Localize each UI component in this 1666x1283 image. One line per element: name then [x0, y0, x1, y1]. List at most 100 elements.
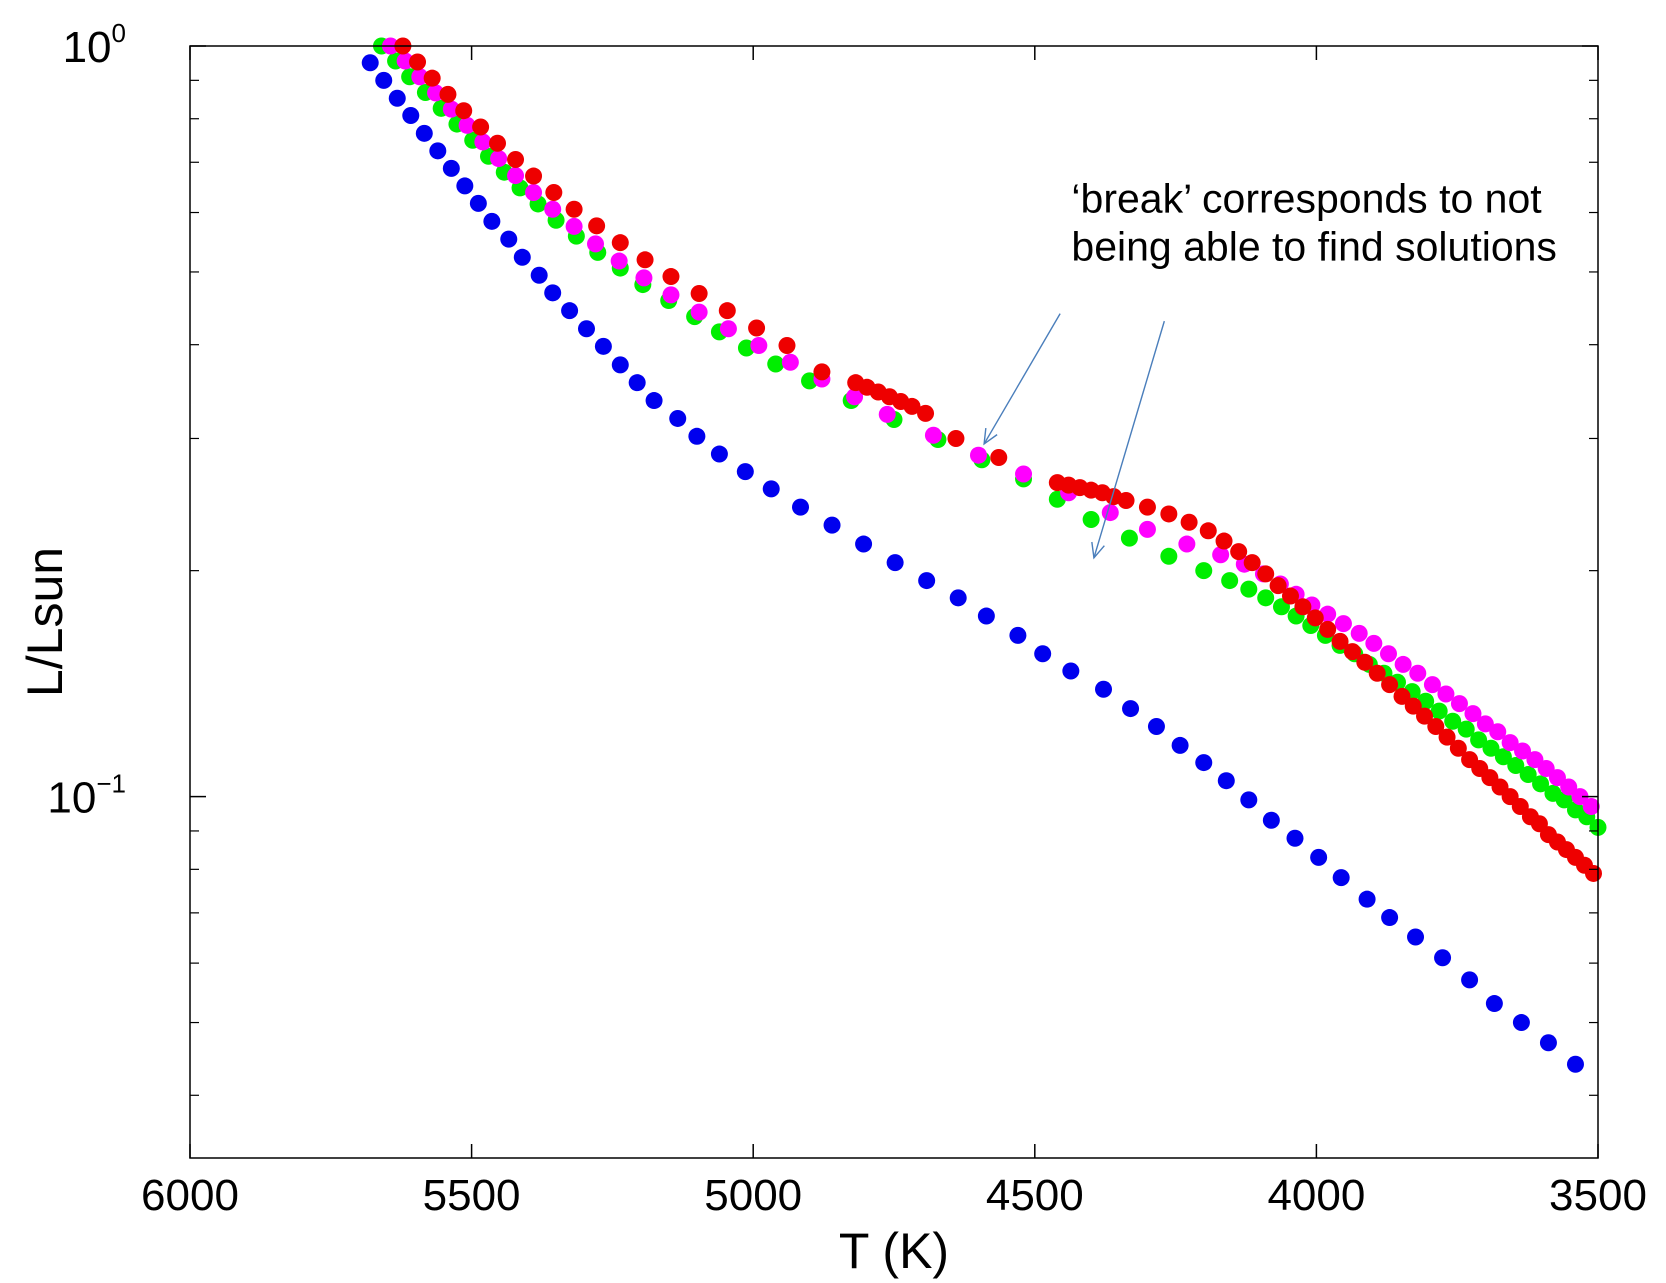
- data-point: [1393, 687, 1411, 705]
- annotation-line: being able to find solutions: [1071, 224, 1557, 270]
- data-point: [561, 302, 579, 320]
- data-point: [545, 184, 563, 202]
- data-point: [719, 320, 737, 338]
- data-point: [1062, 662, 1080, 680]
- data-point: [1404, 697, 1422, 715]
- data-point: [969, 446, 987, 464]
- data-point: [361, 54, 379, 72]
- data-point: [469, 194, 487, 212]
- data-point: [610, 252, 628, 270]
- annotation-arrow: [983, 313, 1061, 445]
- data-point: [669, 409, 687, 427]
- data-point: [1212, 546, 1230, 564]
- data-point: [1306, 609, 1324, 627]
- data-point: [1423, 676, 1441, 694]
- data-point: [565, 200, 583, 218]
- annotation-arrowhead: [983, 427, 998, 446]
- data-point: [489, 134, 507, 152]
- data-point: [1269, 577, 1287, 595]
- data-point: [781, 353, 799, 371]
- data-point: [415, 124, 433, 142]
- x-tick-label: 4000: [1267, 1171, 1365, 1220]
- data-point: [1407, 928, 1425, 946]
- data-point: [525, 167, 543, 185]
- data-point: [1457, 720, 1475, 738]
- data-point: [402, 106, 420, 124]
- data-point: [1379, 645, 1397, 663]
- data-point: [1331, 632, 1349, 650]
- data-point: [1281, 587, 1299, 605]
- data-point: [442, 100, 460, 118]
- annotation-line: ‘break’ corresponds to not: [1071, 176, 1542, 222]
- data-point: [611, 356, 629, 374]
- data-point: [846, 388, 864, 406]
- data-point: [1464, 705, 1482, 723]
- data-point: [748, 319, 766, 337]
- data-point: [411, 68, 429, 86]
- series-layer: [361, 37, 1607, 1073]
- data-point: [442, 159, 460, 177]
- data-point: [513, 248, 531, 266]
- data-point: [577, 320, 595, 338]
- data-point: [1332, 869, 1350, 887]
- data-point: [483, 212, 501, 230]
- data-point: [1434, 949, 1452, 967]
- data-point: [762, 480, 780, 498]
- data-point: [1334, 615, 1352, 633]
- data-point: [1444, 712, 1462, 730]
- data-point: [903, 397, 921, 415]
- data-point: [388, 89, 406, 107]
- data-point: [458, 116, 476, 134]
- data-point: [1582, 798, 1600, 816]
- y-tick-label: 100: [63, 18, 126, 72]
- data-point: [544, 284, 562, 302]
- data-point: [1539, 1034, 1557, 1052]
- data-point: [472, 118, 490, 136]
- data-point: [423, 69, 441, 87]
- data-point: [1343, 643, 1361, 661]
- y-axis-label: L/Lsun: [17, 547, 73, 697]
- data-point: [507, 150, 525, 168]
- data-point: [1476, 715, 1494, 733]
- data-point: [1138, 498, 1156, 516]
- annotation-text: ‘break’ corresponds to not being able to …: [1071, 176, 1557, 270]
- x-tick-label: 4500: [986, 1171, 1084, 1220]
- data-point: [767, 355, 785, 373]
- data-point: [1356, 653, 1374, 671]
- data-point: [1381, 676, 1399, 694]
- data-point: [917, 404, 935, 422]
- data-point: [1532, 775, 1550, 793]
- data-point: [1519, 766, 1537, 784]
- x-axis-label: T (K): [839, 1223, 949, 1279]
- y-tick-base: 10: [47, 774, 96, 823]
- data-point: [1257, 589, 1275, 607]
- data-point: [456, 177, 474, 195]
- data-point: [792, 498, 810, 516]
- data-point: [1217, 772, 1235, 790]
- data-point: [1489, 723, 1507, 741]
- data-point: [490, 150, 508, 168]
- data-point: [1449, 739, 1467, 757]
- data-point: [778, 337, 796, 355]
- data-point: [1171, 736, 1189, 754]
- data-point: [1262, 811, 1280, 829]
- data-point: [1358, 890, 1376, 908]
- data-point: [1180, 513, 1198, 531]
- data-point: [474, 133, 492, 151]
- data-point: [1257, 565, 1275, 583]
- data-point: [439, 85, 457, 103]
- data-point: [662, 286, 680, 304]
- data-point: [1310, 848, 1328, 866]
- y-tick-label: 10−1: [47, 769, 126, 823]
- data-point: [1394, 655, 1412, 673]
- data-point: [645, 392, 663, 410]
- data-point: [1160, 505, 1178, 523]
- data-point: [1548, 769, 1566, 787]
- x-tick-label: 6000: [141, 1171, 239, 1220]
- data-point: [918, 572, 936, 590]
- data-point: [628, 374, 646, 392]
- data-point: [1160, 547, 1178, 565]
- data-point: [1584, 864, 1602, 882]
